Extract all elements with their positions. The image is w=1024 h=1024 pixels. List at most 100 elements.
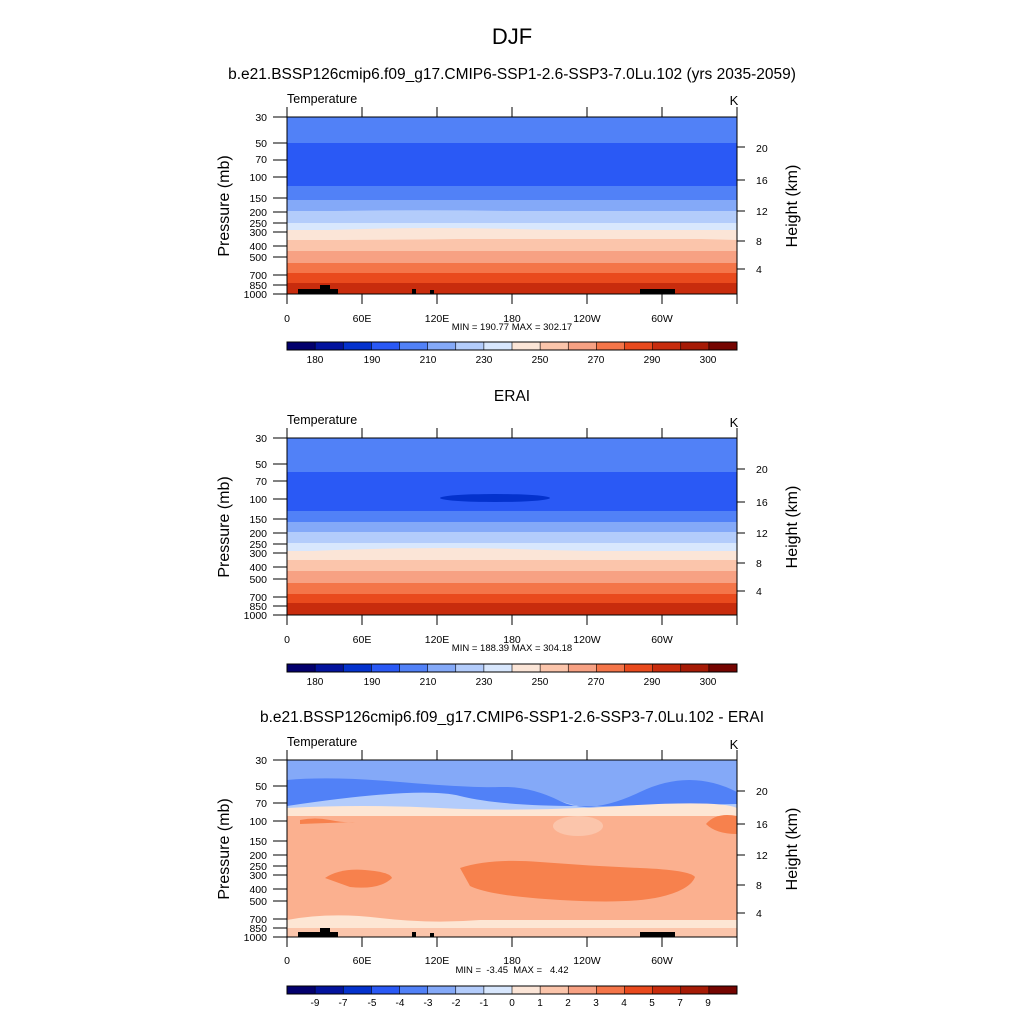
colorbar-swatch [399,986,428,994]
panel-3: b.e21.BSSP126cmip6.f09_g17.CMIP6-SSP1-2.… [216,709,801,1009]
topography [430,933,434,937]
y-tick-label: 1000 [244,932,268,944]
band [287,200,737,212]
x-tick-label: 60E [353,313,372,325]
diff-blue-band [287,778,737,807]
x-tick-label: 180 [503,955,521,967]
x-ticks [286,750,738,947]
y-ticks [273,116,287,295]
x-ticks [286,428,738,625]
y-tick-label: 70 [255,476,267,488]
y-tick-label: 700 [249,592,267,604]
colorbar-swatch [315,986,344,994]
y-tick-label: 50 [255,781,267,793]
colorbar-label: -9 [311,998,320,1009]
diff-warm-blob [325,869,392,888]
colorbar-swatch [287,986,316,994]
colorbar-swatch [624,986,653,994]
y-tick-label: 400 [249,241,267,253]
colorbar-swatch [371,986,400,994]
y-tick-label: 200 [249,850,267,862]
colorbar-label: 210 [420,355,437,366]
colorbar-label: 2 [565,998,571,1009]
y-right-tick-label: 20 [756,143,768,155]
y-ticks [273,437,287,616]
y-tick-label: 500 [249,252,267,264]
colorbar-label: 300 [700,355,717,366]
y-tick-label: 300 [249,870,267,882]
y-right-tick-label: 4 [756,908,762,920]
panel-3-title: b.e21.BSSP126cmip6.f09_g17.CMIP6-SSP1-2.… [260,709,764,726]
x-tick-label: 0 [284,955,290,967]
y-axis-title: Pressure (mb) [216,798,233,899]
y-tick-label: 150 [249,836,267,848]
band [287,472,737,512]
x-tick-label: 120E [425,634,450,646]
colorbar-label: -3 [424,998,433,1009]
panel-3-x-axis: 0 60E 120E 180 120W 60W [284,750,738,967]
y-tick-label: 700 [249,270,267,282]
colorbar-label: 230 [476,677,493,688]
panel-2-left-axis: 30 50 70 100 150 200 250 300 400 500 700… [216,433,287,622]
y-right-tick-label: 12 [756,528,768,540]
panel-3-colorbar [286,985,738,995]
panel-1-units: K [730,93,739,108]
topography [640,932,675,937]
band [287,117,737,143]
colorbar-label: 3 [593,998,599,1009]
colorbar-label: 250 [532,677,549,688]
colorbar-swatch [427,342,457,350]
y-tick-label: 30 [255,112,267,124]
x-tick-label: 180 [503,634,521,646]
y-tick-label: 70 [255,154,267,166]
colorbar-swatch [540,986,569,994]
panel-3-stats: MIN = -3.45 MAX = 4.42 [456,965,569,976]
diff-light-blob [553,816,603,836]
colorbar-label: 9 [705,998,711,1009]
y-axis-title: Pressure (mb) [216,476,233,577]
x-tick-label: 60W [651,634,673,646]
band [287,239,737,252]
y-tick-label: 850 [249,601,267,613]
band [287,223,737,231]
diff-warm-top [300,818,355,824]
panel-1-right-axis: 20 16 12 8 4 Height (km) [737,143,801,276]
y-tick-label: 500 [249,896,267,908]
colorbar-label: 0 [509,998,515,1009]
colorbar-label: 290 [644,355,661,366]
y-right-tick-label: 4 [756,586,762,598]
x-tick-label: 0 [284,313,290,325]
colorbar-swatch [427,664,457,672]
colorbar-swatch [483,986,513,994]
y-tick-label: 100 [249,494,267,506]
x-ticks [286,107,738,304]
y-right-tick-label: 12 [756,206,768,218]
panel-3-right-axis: 20 16 12 8 4 Height (km) [737,786,801,920]
colorbar-swatch [624,342,653,350]
colorbar-frame [286,663,738,673]
topography [320,928,330,933]
panel-1-left-axis: 30 50 70 100 150 200 250 300 400 500 700… [216,112,287,301]
topography [430,290,434,294]
colorbar-swatch [512,986,541,994]
colorbar-label: 270 [588,677,605,688]
y-right-tick-label: 20 [756,786,768,798]
y-right-tick-label: 20 [756,464,768,476]
panel-2: ERAI Temperature K 30 50 70 100 150 [216,388,801,688]
panel-1-colorbar [286,341,738,351]
band-edge [287,210,737,218]
colorbar-swatch [371,342,400,350]
y-tick-label: 300 [249,548,267,560]
colorbar-swatch [427,986,457,994]
band [287,522,737,533]
topography [298,932,338,937]
colorbar-frame [286,341,738,351]
colorbar-label: 230 [476,355,493,366]
colorbar-frame [286,985,738,995]
band [287,543,737,552]
y-right-tick-label: 16 [756,497,768,509]
colorbar-label: -7 [339,998,348,1009]
y-right-ticks [737,790,745,914]
y-right-tick-label: 16 [756,175,768,187]
colorbar-swatch [680,342,710,350]
